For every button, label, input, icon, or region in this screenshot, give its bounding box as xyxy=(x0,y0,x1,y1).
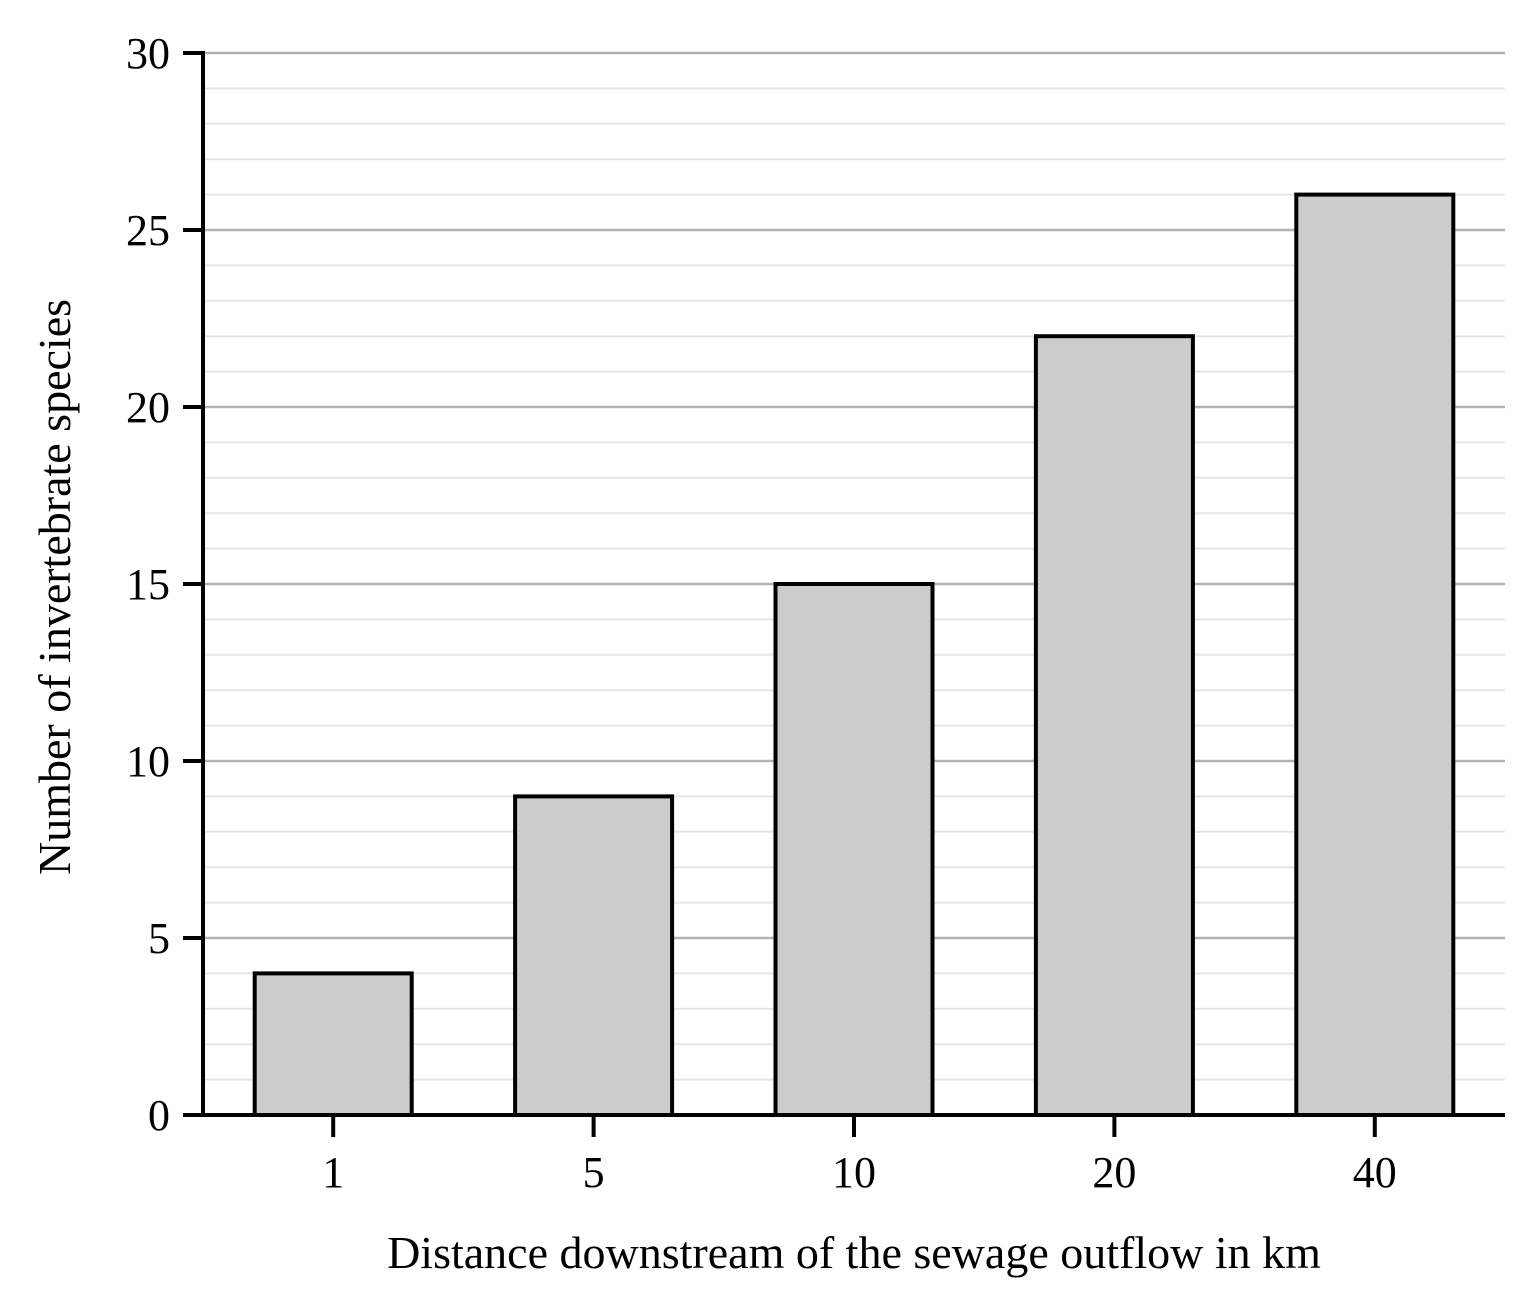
x-tick-label: 1 xyxy=(322,1148,344,1197)
x-tick-label: 5 xyxy=(583,1148,605,1197)
bar-20 xyxy=(1033,334,1195,1117)
bars xyxy=(252,192,1456,1118)
y-tick-label: 10 xyxy=(126,737,170,786)
y-tick-label: 5 xyxy=(148,914,170,963)
y-tick-label: 15 xyxy=(126,560,170,609)
bar-5 xyxy=(513,794,675,1118)
bar-10 xyxy=(773,582,935,1117)
axes xyxy=(183,51,1505,1137)
x-tick-label: 20 xyxy=(1092,1148,1136,1197)
bar-1 xyxy=(252,971,414,1118)
y-tick-label: 25 xyxy=(126,206,170,255)
bar-40 xyxy=(1294,192,1456,1118)
x-axis-title: Distance downstream of the sewage outflo… xyxy=(387,1227,1321,1278)
labels: Number of invertebrate species Distance … xyxy=(29,29,1397,1278)
y-axis-title: Number of invertebrate species xyxy=(29,299,80,875)
x-tick-label: 40 xyxy=(1353,1148,1397,1197)
y-tick-label: 20 xyxy=(126,383,170,432)
x-tick-label: 10 xyxy=(832,1148,876,1197)
y-tick-label: 30 xyxy=(126,29,170,78)
y-tick-label: 0 xyxy=(148,1091,170,1140)
